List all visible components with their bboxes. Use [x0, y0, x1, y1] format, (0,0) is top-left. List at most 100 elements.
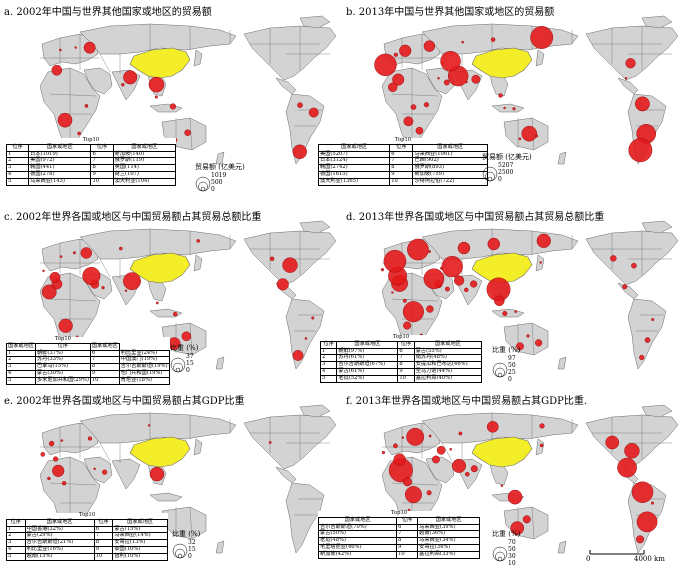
trade-circle [440, 51, 461, 72]
panel-a: a. 2002年中国与世界其他国家或地区的贸易额 Top10 位序 国家或地区 位序国… [0, 0, 342, 193]
trade-circle [428, 250, 431, 253]
trade-circle [443, 79, 450, 86]
trade-circle [510, 521, 525, 535]
china-region [471, 252, 533, 284]
trade-circle [514, 310, 518, 313]
legend: 贸易额 (亿美元) 1019 500 0 [195, 162, 245, 193]
trade-circle [308, 107, 319, 118]
legend: 比重 (%) 97 50 25 0 [492, 345, 520, 383]
table-caption: Top10 [82, 137, 100, 143]
table-cell: 10 [397, 374, 415, 383]
legend-circles [492, 546, 508, 562]
trade-circle [635, 96, 650, 112]
trade-circle [402, 301, 424, 323]
trade-circle [639, 354, 645, 361]
world-map [39, 15, 337, 165]
legend-circle [495, 551, 505, 562]
trade-circle [59, 48, 62, 52]
trade-circle [539, 423, 545, 429]
trade-circle [432, 455, 440, 464]
trade-circle [631, 481, 654, 503]
legend-circle [492, 362, 508, 378]
land-region [285, 298, 325, 370]
country-border [99, 258, 111, 278]
legend: 贸易额 (亿美元) 5207 2500 0 [482, 152, 532, 183]
trade-circle [118, 246, 123, 251]
land-region [215, 540, 225, 554]
trade-circle [297, 102, 303, 108]
trade-circle [181, 331, 192, 342]
world-map [380, 220, 679, 370]
trade-circle [636, 535, 645, 544]
land-region [491, 103, 525, 113]
trade-circle [470, 280, 478, 288]
scale-end: 4000 km [634, 555, 665, 563]
trade-circle [147, 424, 151, 427]
table-cell: 澳大利亚(104) [112, 177, 177, 186]
land-region [557, 540, 567, 554]
land-region [149, 492, 183, 502]
trade-circle [521, 125, 538, 142]
legend-circle [172, 543, 188, 558]
table-row: 5 马来西亚(143) 10 澳大利亚(104) [5, 177, 177, 186]
trade-circle [74, 46, 77, 49]
trade-circle [502, 310, 508, 316]
trade-circle [154, 95, 158, 99]
top10-table: Top10 国家或地区 位序 国家或地区 吉尔吉斯斯坦(70%) 6 马来西亚(39%) 蒙古… [317, 510, 480, 559]
trade-circle [52, 464, 65, 477]
trade-circle [471, 74, 481, 84]
trade-circle [503, 106, 506, 110]
country-border [531, 322, 535, 356]
legend-title: 比重 (%) [172, 530, 201, 538]
land-region [149, 308, 183, 318]
land-region [425, 67, 455, 95]
legend-value: 25 [508, 369, 516, 376]
trade-circle [522, 515, 531, 524]
world-map [374, 15, 679, 165]
trade-circle [80, 247, 93, 259]
trade-circle [123, 272, 141, 291]
legend-circle [497, 372, 503, 378]
country-border [391, 482, 439, 486]
scale-bar: 0 4000 km [584, 548, 674, 564]
country-border [49, 93, 97, 97]
land-region [79, 412, 237, 444]
table-cell: 10 [90, 177, 114, 186]
trade-circle [41, 284, 57, 300]
panel-title: f. 2013年世界各国或地区与中国贸易额占其GDP比重. [346, 396, 588, 407]
legend-circle [200, 186, 206, 191]
panel-c: c. 2002年世界各国或地区与中国贸易额占其贸易总额比重 Top10 国家或地区… [0, 205, 342, 394]
trade-circle [458, 431, 463, 436]
trade-circle [464, 287, 469, 293]
trade-circle [406, 427, 425, 446]
table-caption: Top10 [78, 512, 96, 518]
legend-title: 贸易额 (亿美元) [195, 163, 245, 171]
trade-circle [644, 337, 651, 343]
table-row: 5 多米尼加共和国(29%) 10 肯尼亚(18%) [6, 376, 170, 385]
land-region [535, 438, 545, 456]
land-region [193, 254, 203, 272]
legend-circle [495, 367, 505, 378]
table-caption: Top10 [390, 510, 408, 516]
country-border [99, 442, 111, 462]
trade-circle [507, 489, 523, 505]
legend-value: 500 [211, 179, 223, 186]
land-region [617, 282, 639, 300]
trade-circle [87, 436, 93, 441]
table-caption: Top10 [54, 336, 71, 342]
trade-circle [59, 255, 63, 258]
trade-circle [173, 311, 178, 317]
trade-circle [494, 295, 505, 307]
country-border [49, 298, 97, 302]
legend-value: 30 [508, 553, 516, 560]
trade-circle [123, 70, 138, 85]
legend-value: 15 [186, 360, 194, 367]
table-cell: 智利(10%) [112, 552, 168, 561]
trade-circle [403, 116, 414, 127]
legend-circle [482, 166, 498, 181]
trade-circle [651, 317, 655, 321]
legend-value: 37 [186, 353, 194, 360]
trade-circle [383, 249, 407, 273]
trade-circle [452, 458, 467, 473]
china-region [129, 47, 191, 79]
